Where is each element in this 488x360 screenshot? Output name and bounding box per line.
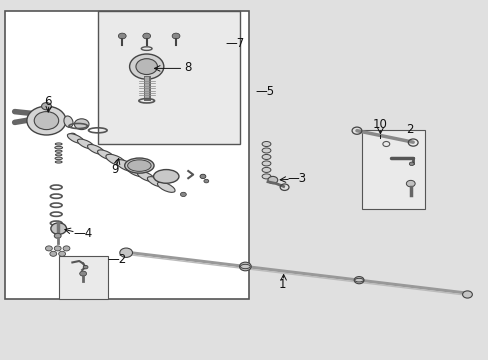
Ellipse shape [127,160,151,171]
Ellipse shape [126,165,146,177]
Ellipse shape [67,134,84,144]
Circle shape [172,33,180,39]
Circle shape [180,192,186,197]
Text: 9: 9 [111,163,119,176]
Bar [98,11,239,144]
Ellipse shape [55,143,62,145]
Circle shape [45,246,52,251]
Circle shape [63,246,70,251]
Ellipse shape [262,141,270,147]
Text: —5: —5 [255,85,274,98]
Ellipse shape [55,147,62,149]
Ellipse shape [147,177,164,187]
Ellipse shape [240,264,250,269]
Text: 10: 10 [372,118,387,131]
Circle shape [83,265,88,269]
Circle shape [59,251,65,256]
Text: 1: 1 [278,278,286,291]
Ellipse shape [55,150,62,152]
Ellipse shape [137,171,155,181]
Text: —3: —3 [287,172,306,185]
Ellipse shape [262,167,270,172]
Ellipse shape [262,148,270,153]
Bar [59,256,107,299]
Circle shape [353,276,363,284]
Circle shape [27,106,66,135]
Ellipse shape [354,278,363,282]
Circle shape [54,233,61,238]
Circle shape [80,271,86,276]
Ellipse shape [262,174,270,179]
Ellipse shape [55,161,62,163]
Circle shape [74,119,89,130]
Circle shape [408,162,413,166]
Bar [5,11,249,299]
Ellipse shape [124,158,154,173]
Circle shape [239,262,251,271]
Circle shape [68,133,76,139]
Ellipse shape [64,116,73,127]
Ellipse shape [106,154,126,166]
Ellipse shape [87,144,104,154]
Circle shape [120,248,132,257]
Circle shape [129,54,163,79]
Circle shape [142,33,150,39]
Ellipse shape [55,157,62,160]
Text: 2: 2 [405,123,413,136]
Text: —4: —4 [73,227,93,240]
Circle shape [200,174,205,179]
Circle shape [203,179,208,183]
Circle shape [136,59,157,75]
Text: —2: —2 [107,253,127,266]
Ellipse shape [262,161,270,166]
Circle shape [54,246,61,251]
Ellipse shape [97,150,114,160]
Circle shape [267,176,277,184]
Circle shape [34,112,59,130]
Circle shape [50,251,57,256]
Circle shape [118,33,126,39]
Ellipse shape [55,154,61,156]
Ellipse shape [77,139,94,149]
Ellipse shape [153,170,179,183]
Ellipse shape [116,160,136,171]
Circle shape [41,103,51,110]
Circle shape [406,180,414,187]
Bar [361,130,425,209]
Circle shape [462,291,471,298]
Ellipse shape [157,182,175,192]
Circle shape [51,223,66,234]
Text: 8: 8 [184,61,192,74]
Text: 6: 6 [44,95,52,108]
Text: —7: —7 [224,37,244,50]
Ellipse shape [262,154,270,159]
